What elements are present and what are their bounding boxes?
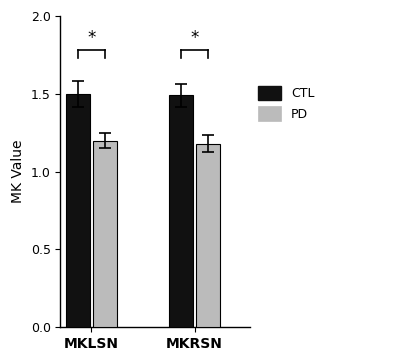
Bar: [169, 96, 193, 327]
Bar: [66, 94, 90, 327]
Y-axis label: MK Value: MK Value: [11, 140, 25, 203]
Text: *: *: [190, 29, 199, 47]
Legend: CTL, PD: CTL, PD: [256, 83, 317, 123]
Text: *: *: [87, 29, 96, 47]
Bar: [196, 144, 220, 327]
Bar: [93, 140, 117, 327]
